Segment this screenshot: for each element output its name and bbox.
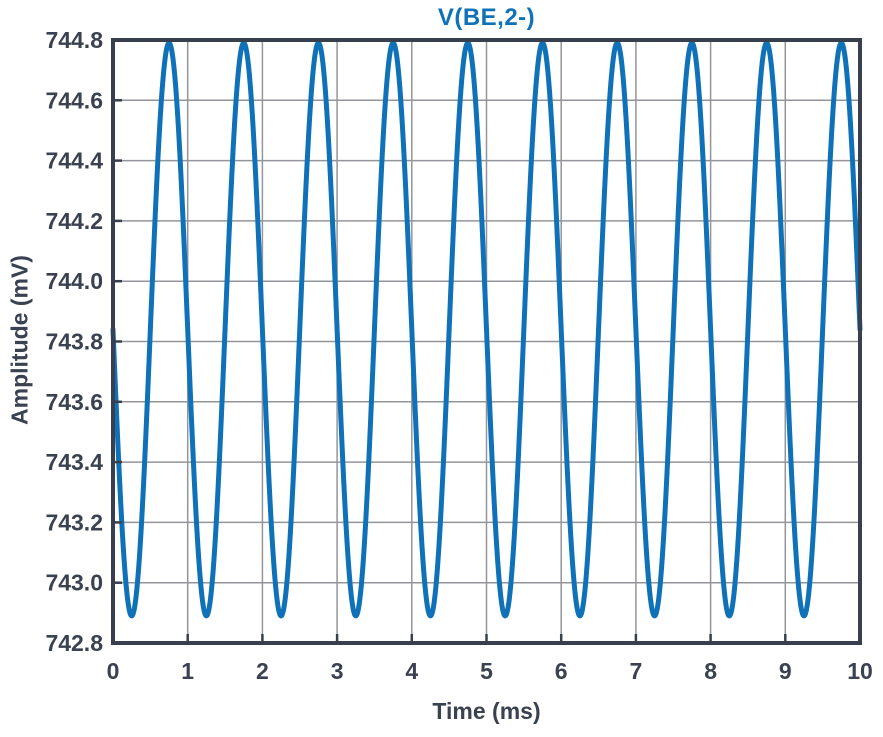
x-axis-label: Time (ms) (432, 698, 541, 724)
tick-labels: 0 1 2 3 4 5 6 7 8 9 10 742.8 743.0 743.2 743.4 743.6 743… (45, 27, 872, 684)
y-tick-label: 744.2 (45, 208, 103, 234)
x-tick-label: 2 (256, 658, 269, 684)
y-tick-label: 742.8 (45, 630, 103, 656)
y-axis-label: Amplitude (mV) (6, 255, 33, 425)
x-tick-label: 4 (405, 658, 418, 684)
y-tick-label: 743.6 (45, 389, 103, 415)
y-tick-label: 743.8 (45, 329, 103, 355)
y-tick-label: 744.6 (45, 87, 103, 113)
x-tick-label: 5 (480, 658, 493, 684)
y-tick-label: 744.8 (45, 27, 103, 53)
signal-trace (110, 40, 863, 619)
tick-marks (111, 38, 862, 645)
x-tick-label: 3 (331, 658, 344, 684)
y-tick-label: 743.2 (45, 509, 103, 535)
y-tick-label: 744.0 (45, 268, 103, 294)
y-tick-label: 743.0 (45, 570, 103, 596)
x-tick-label: 1 (181, 658, 194, 684)
x-tick-label: 6 (555, 658, 568, 684)
x-tick-label: 7 (630, 658, 643, 684)
y-tick-label: 743.4 (45, 449, 103, 475)
x-tick-label: 9 (779, 658, 792, 684)
x-tick-label: 10 (847, 658, 873, 684)
y-tick-label: 744.4 (45, 148, 103, 174)
x-tick-label: 0 (107, 658, 120, 684)
x-tick-label: 8 (704, 658, 717, 684)
chart-title: V(BE,2-) (437, 4, 536, 31)
